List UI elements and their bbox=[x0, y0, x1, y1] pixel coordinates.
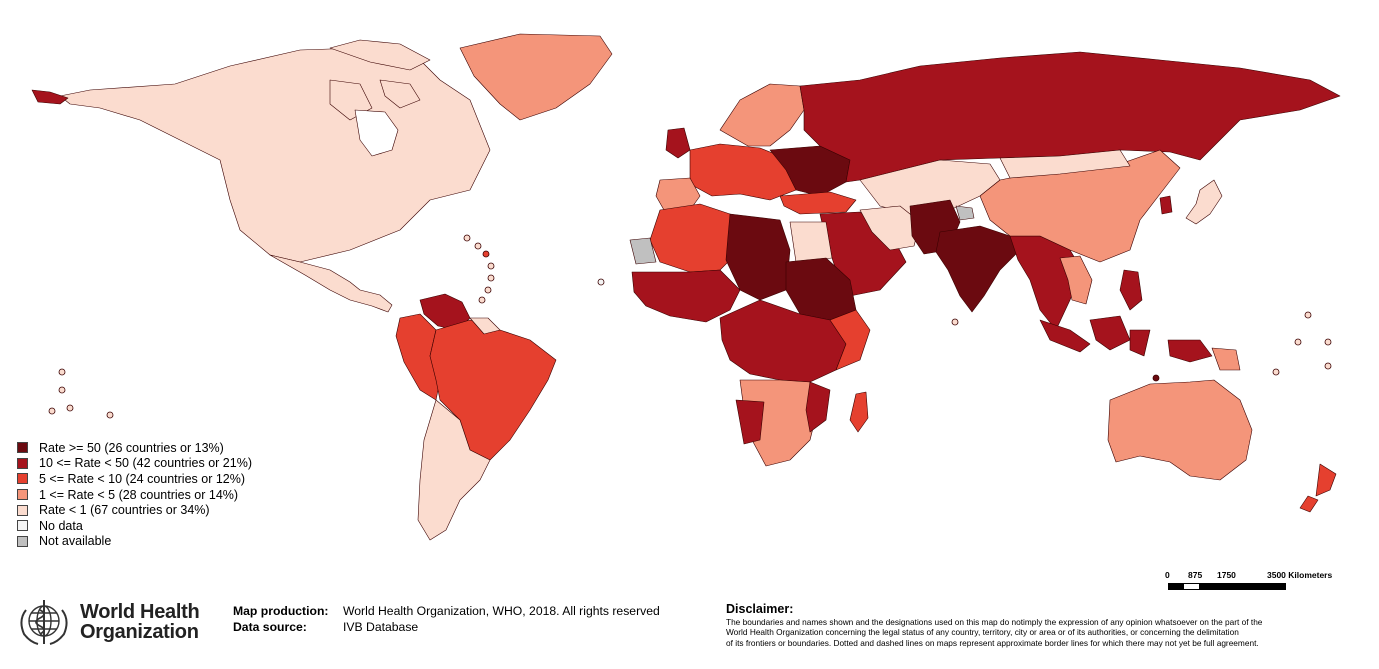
who-wordmark: World Health Organization bbox=[80, 601, 200, 643]
legend-label: 1 <= Rate < 5 (28 countries or 14%) bbox=[39, 487, 239, 502]
legend-swatch bbox=[17, 442, 28, 454]
disclaimer-line: The boundaries and names shown and the d… bbox=[726, 617, 1263, 627]
region-mongolia bbox=[999, 149, 1131, 179]
credit-production: Map production: World Health Organizatio… bbox=[233, 604, 660, 620]
region-kashmir-not-available bbox=[955, 205, 975, 221]
region-east-africa bbox=[829, 309, 871, 371]
legend-item-rate-1-5: 1 <= Rate < 5 (28 countries or 14%) bbox=[17, 487, 317, 503]
region-uk bbox=[665, 127, 691, 159]
disclaimer-line: World Health Organization concerning the… bbox=[726, 627, 1239, 638]
map-legend: Rate >= 50 (26 countries or 13%) 10 <= R… bbox=[17, 440, 317, 549]
region-western-sahara bbox=[629, 237, 657, 265]
region-alaska-tip bbox=[31, 89, 69, 105]
region-philippines bbox=[1119, 269, 1143, 311]
region-hudson-bay bbox=[354, 109, 399, 157]
region-angola-zambia bbox=[735, 399, 765, 445]
region-central-africa bbox=[719, 299, 847, 383]
region-turkey bbox=[779, 191, 857, 215]
who-emblem-icon bbox=[20, 600, 68, 645]
credit-production-label: Map production: bbox=[233, 604, 329, 618]
legend-label: 10 <= Rate < 50 (42 countries or 21%) bbox=[39, 456, 252, 471]
region-southern-cone bbox=[417, 399, 491, 541]
legend-swatch bbox=[17, 520, 28, 532]
legend-label: Not available bbox=[39, 534, 112, 549]
region-iran bbox=[859, 205, 921, 251]
region-korea bbox=[1159, 195, 1173, 215]
legend-swatch bbox=[17, 457, 28, 469]
region-indonesia bbox=[1039, 315, 1151, 357]
world-choropleth-map bbox=[31, 33, 1341, 541]
region-papua bbox=[1167, 339, 1213, 363]
legend-item-rate-lt1: Rate < 1 (67 countries or 34%) bbox=[17, 502, 317, 518]
disclaimer: Disclaimer: The boundaries and names sho… bbox=[726, 602, 1366, 648]
region-scandinavia bbox=[719, 83, 805, 147]
region-india bbox=[935, 225, 1021, 313]
region-brazil bbox=[429, 319, 557, 461]
region-western-europe bbox=[689, 143, 797, 201]
map-credits: Map production: World Health Organizatio… bbox=[233, 604, 660, 635]
legend-swatch bbox=[17, 473, 28, 485]
legend-item-rate-50: Rate >= 50 (26 countries or 13%) bbox=[17, 440, 317, 456]
scale-labels: 0 875 1750 3500 Kilometers bbox=[1160, 570, 1340, 582]
legend-label: No data bbox=[39, 518, 83, 533]
scale-tick-label: 0 bbox=[1165, 570, 1170, 580]
legend-item-rate-10-50: 10 <= Rate < 50 (42 countries or 21%) bbox=[17, 456, 317, 472]
region-greenland bbox=[459, 33, 613, 121]
region-mozambique bbox=[805, 381, 831, 433]
region-north-africa-west bbox=[649, 203, 741, 273]
scale-bar-graphic bbox=[1168, 583, 1286, 590]
scale-bar: 0 875 1750 3500 Kilometers bbox=[1160, 570, 1340, 596]
legend-item-no-data: No data bbox=[17, 518, 317, 534]
region-mexico-central-america bbox=[269, 254, 393, 313]
scale-tick-label: 3500 Kilometers bbox=[1267, 570, 1333, 580]
island-markers bbox=[48, 234, 1332, 419]
region-russia bbox=[799, 51, 1341, 183]
region-australia bbox=[1107, 379, 1253, 481]
region-new-zealand bbox=[1299, 463, 1337, 513]
legend-label: Rate < 1 (67 countries or 34%) bbox=[39, 503, 210, 518]
legend-swatch bbox=[17, 535, 28, 547]
who-wordmark-line1: World Health bbox=[80, 601, 200, 623]
credit-production-value: World Health Organization, WHO, 2018. Al… bbox=[343, 604, 660, 618]
scale-tick-label: 1750 bbox=[1217, 570, 1236, 580]
region-japan bbox=[1185, 179, 1223, 225]
credit-source-value: IVB Database bbox=[343, 619, 419, 634]
region-guianas bbox=[469, 317, 501, 335]
scale-tick-label: 875 bbox=[1188, 570, 1203, 580]
region-egypt bbox=[789, 221, 833, 263]
disclaimer-line: of its frontiers or boundaries. Dotted a… bbox=[726, 637, 1259, 648]
disclaimer-text: The boundaries and names shown and the d… bbox=[726, 617, 1366, 648]
credit-source-label: Data source: bbox=[233, 619, 307, 634]
region-indochina bbox=[1059, 255, 1093, 305]
legend-swatch bbox=[17, 489, 28, 501]
legend-swatch bbox=[17, 504, 28, 516]
legend-item-rate-5-10: 5 <= Rate < 10 (24 countries or 12%) bbox=[17, 471, 317, 487]
region-png bbox=[1211, 347, 1241, 371]
legend-label: 5 <= Rate < 10 (24 countries or 12%) bbox=[39, 471, 246, 486]
who-wordmark-line2: Organization bbox=[80, 621, 199, 643]
who-logo: World Health Organization bbox=[14, 596, 214, 648]
region-north-america bbox=[59, 47, 491, 263]
legend-label: Rate >= 50 (26 countries or 13%) bbox=[39, 440, 224, 455]
region-madagascar bbox=[849, 391, 869, 433]
legend-item-not-available: Not available bbox=[17, 534, 317, 550]
credit-source: Data source: IVB Database bbox=[233, 620, 660, 636]
disclaimer-title: Disclaimer: bbox=[726, 602, 794, 616]
region-west-africa bbox=[631, 269, 741, 323]
